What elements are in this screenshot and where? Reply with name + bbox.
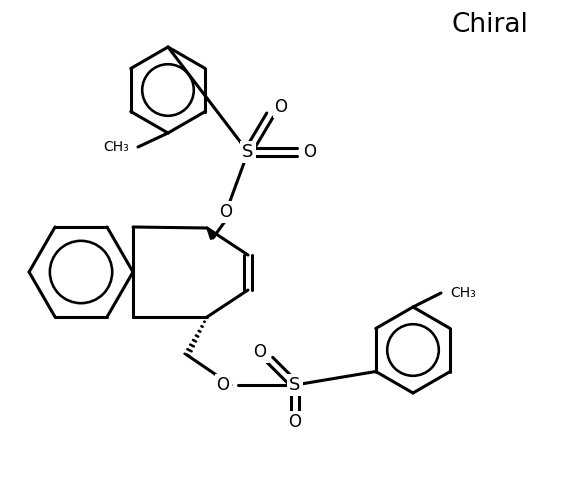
Text: O: O	[253, 343, 266, 361]
Polygon shape	[207, 228, 215, 240]
Text: O: O	[274, 98, 287, 116]
Text: O: O	[304, 143, 317, 161]
Text: O: O	[217, 376, 230, 394]
Text: O: O	[220, 203, 232, 221]
Text: O: O	[288, 413, 301, 431]
Text: Chiral: Chiral	[451, 12, 529, 38]
Text: CH₃: CH₃	[103, 140, 129, 154]
Text: S: S	[242, 143, 253, 161]
Text: CH₃: CH₃	[450, 286, 476, 300]
Text: S: S	[289, 376, 301, 394]
